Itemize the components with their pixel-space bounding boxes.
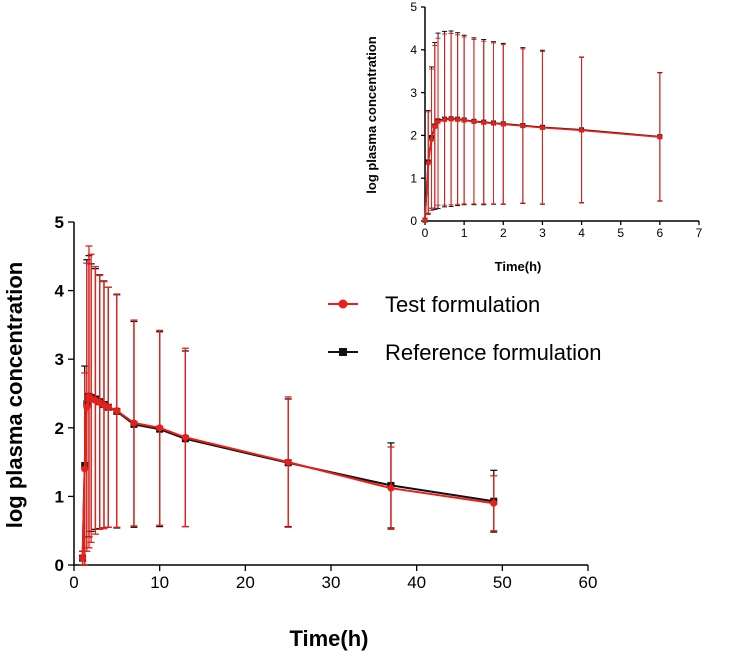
inset-y-tick-label: 2 — [410, 129, 417, 143]
inset-x-tick-label: 5 — [617, 226, 624, 240]
inset-test-point — [425, 160, 431, 166]
inset-test-point — [455, 117, 461, 123]
main-y-tick-label: 4 — [55, 282, 65, 301]
legend-test-marker — [338, 299, 348, 309]
inset-x-tick-label: 3 — [539, 226, 546, 240]
inset-y-tick-label: 0 — [410, 214, 417, 228]
legend-test-label: Test formulation — [385, 292, 540, 317]
main-test-point — [387, 484, 395, 492]
inset-x-axis-title: Time(h) — [495, 259, 542, 274]
main-test-point — [83, 403, 91, 411]
inset-test-point — [448, 116, 454, 122]
main-series-layer — [79, 245, 498, 566]
main-test-point — [104, 403, 112, 411]
main-x-tick-label: 50 — [493, 573, 512, 592]
main-y-tick-label: 3 — [55, 350, 64, 369]
inset-y-tick-label: 3 — [410, 86, 417, 100]
inset-x-tick-label: 7 — [696, 226, 703, 240]
inset-x-tick-label: 1 — [461, 226, 468, 240]
inset-x-tick-label: 6 — [657, 226, 664, 240]
main-test-point — [490, 499, 498, 507]
inset-test-point — [481, 120, 487, 126]
inset-chart: 0 1 2 3 4 5 6 7 0 1 2 3 4 5 Time(h) log plasma concen… — [364, 0, 703, 274]
inset-test-point — [579, 127, 585, 133]
main-y-tick-label: 2 — [55, 419, 64, 438]
inset-y-axis-title: log plasma concentration — [364, 36, 379, 194]
inset-test-point — [657, 134, 663, 140]
inset-test-point — [491, 120, 496, 126]
main-y-tick-label: 1 — [55, 487, 64, 506]
inset-test-point — [520, 123, 526, 129]
inset-x-tick-label: 2 — [500, 226, 507, 240]
inset-x-tick-label: 4 — [578, 226, 585, 240]
inset-test-point — [422, 217, 428, 223]
legend-reference-marker — [339, 348, 347, 356]
main-test-point — [130, 419, 138, 427]
inset-series-layer — [422, 30, 663, 223]
inset-test-point — [539, 125, 545, 131]
inset-test-point — [435, 119, 441, 125]
main-y-axis-title: log plasma concentration — [2, 262, 27, 529]
main-test-point — [181, 433, 189, 441]
main-x-axis-title: Time(h) — [289, 626, 368, 651]
main-y-tick-label: 0 — [55, 556, 64, 575]
main-x-tick-label: 60 — [579, 573, 598, 592]
inset-y-tick-label: 4 — [410, 43, 417, 57]
inset-test-point — [429, 137, 435, 143]
main-test-point — [284, 458, 292, 466]
legend-reference-label: Reference formulation — [385, 340, 601, 365]
inset-test-point — [500, 121, 506, 127]
main-y-tick-label: 5 — [55, 213, 64, 232]
inset-test-point — [442, 117, 448, 123]
inset-test-point — [471, 119, 477, 125]
main-x-tick-label: 0 — [69, 573, 78, 592]
main-x-tick-label: 30 — [322, 573, 341, 592]
main-x-tick-label: 20 — [236, 573, 255, 592]
main-x-tick-label: 40 — [407, 573, 426, 592]
inset-test-point — [461, 117, 467, 123]
inset-y-tick-label: 5 — [410, 0, 417, 14]
main-test-point — [81, 465, 89, 473]
inset-y-tick-label: 1 — [410, 171, 417, 185]
inset-axes: 0 1 2 3 4 5 6 7 0 1 2 3 4 5 — [410, 0, 702, 240]
main-test-point — [79, 554, 87, 562]
inset-x-tick-label: 0 — [422, 226, 429, 240]
legend: Test formulation Reference formulation — [328, 292, 601, 365]
main-test-point — [113, 407, 121, 415]
inset-test-point — [432, 124, 438, 130]
main-test-point — [156, 424, 164, 432]
main-x-tick-label: 10 — [150, 573, 169, 592]
